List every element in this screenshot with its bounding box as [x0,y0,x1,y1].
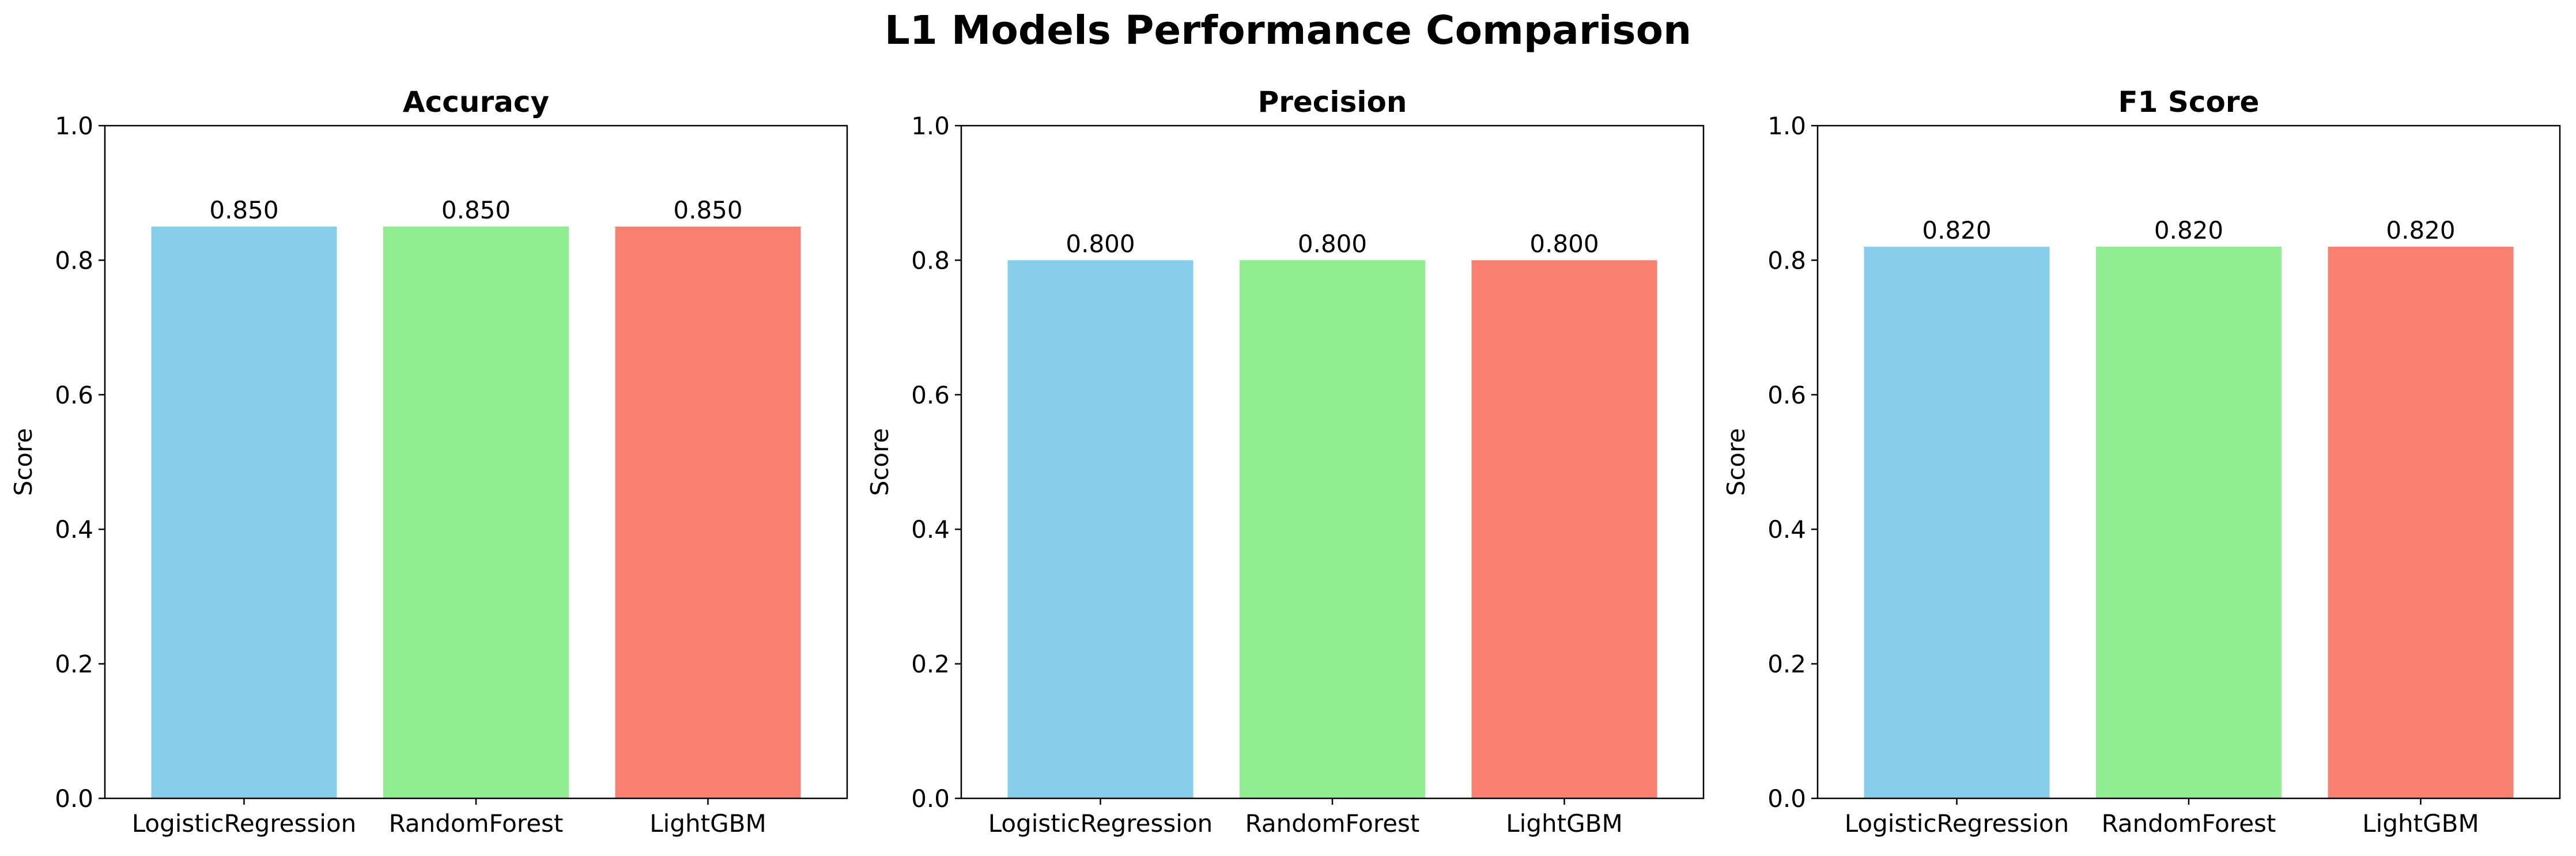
bar-value-label: 0.820 [2386,216,2455,244]
y-tick-label: 0.4 [911,515,950,544]
x-tick-label: RandomForest [1245,809,1420,838]
chart-panel-2: 0.800 0.800 0.800 0.0 0.2 0.4 0.6 0.8 1.0 Logisti… [866,85,1705,838]
bar [1007,260,1193,798]
y-tick-label: 1.0 [911,112,950,140]
x-tick-label: LightGBM [1506,809,1622,838]
y-tick-label: 0.6 [911,381,950,409]
subplot-title: F1 Score [2118,85,2260,119]
y-tick-label: 0.6 [55,381,93,409]
y-tick-label: 0.2 [1767,650,1806,678]
bar-value-label: 0.820 [1922,216,1991,244]
y-tick-label: 1.0 [1767,112,1806,140]
x-tick-label: LightGBM [2362,809,2479,838]
y-axis-label: Score [9,428,37,496]
bar-value-label: 0.850 [209,196,278,224]
y-tick-label: 0.8 [55,246,93,274]
bar [2328,247,2514,798]
y-tick-label: 0.8 [911,246,950,274]
x-tick-label: RandomForest [2102,809,2276,838]
bar-value-label: 0.850 [673,196,742,224]
y-tick-label: 0.2 [911,650,950,678]
x-tick-label: RandomForest [389,809,564,838]
bar-value-label: 0.800 [1529,229,1599,258]
y-axis-label: Score [866,428,894,496]
y-tick-label: 0.2 [55,650,93,678]
x-tick-label: LogisticRegression [988,809,1213,838]
subplot-title: Precision [1258,85,1407,119]
bar [1240,260,1425,798]
bar-value-label: 0.800 [1298,229,1367,258]
y-tick-label: 1.0 [55,112,93,140]
y-tick-label: 0.0 [1767,785,1806,813]
subplot-title: Accuracy [403,85,549,119]
bar-value-label: 0.820 [2154,216,2223,244]
y-tick-label: 0.8 [1767,246,1806,274]
bar [615,227,801,798]
bar [1864,247,2050,798]
figure-title: L1 Models Performance Comparison [885,7,1691,54]
y-axis-label: Score [1722,428,1750,496]
x-tick-label: LogisticRegression [1845,809,2069,838]
x-tick-label: LightGBM [649,809,766,838]
y-tick-label: 0.0 [911,785,950,813]
chart-panel-1: 0.850 0.850 0.850 0.0 0.2 0.4 0.6 0.8 1.0 Logisti… [9,85,848,838]
y-tick-label: 0.4 [55,515,93,544]
y-tick-label: 0.0 [55,785,93,813]
x-tick-label: LogisticRegression [132,809,357,838]
bar [383,227,569,798]
y-tick-label: 0.4 [1767,515,1806,544]
bar [1471,260,1657,798]
chart-panel-3: 0.820 0.820 0.820 0.0 0.2 0.4 0.6 0.8 1.0 Logisti… [1722,85,2561,838]
bar-value-label: 0.800 [1066,229,1135,258]
bar [151,227,337,798]
y-tick-label: 0.6 [1767,381,1806,409]
bar [2096,247,2282,798]
bar-value-label: 0.850 [441,196,511,224]
